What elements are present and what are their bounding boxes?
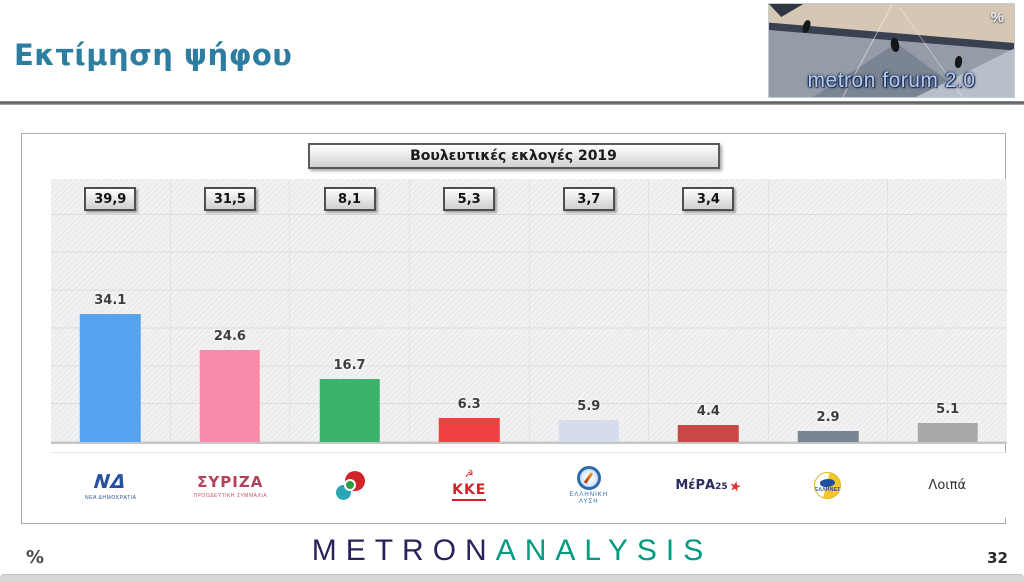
election-2019-value-box: 8,1 (323, 187, 376, 211)
syriza-caption: ΠΡΟΟΔΕΥΤΙΚΗ ΣΥΜΜΑΧΙΑ (193, 492, 268, 499)
bar-1 (80, 313, 141, 442)
bar-value-label: 4.4 (696, 404, 720, 420)
bar-value-label: 6.3 (457, 397, 481, 413)
bar-value-label: 24.6 (213, 328, 246, 344)
bar-5 (558, 419, 620, 442)
elliniki-lysi-caption: ΕΛΛΗΝΙΚΗ ΛΥΣΗ (569, 492, 608, 506)
brand-metron: METRON (311, 534, 496, 567)
compass-needle (584, 471, 594, 484)
page-title: Εκτίμηση ψήφου (14, 38, 293, 72)
bar-value-label: 2.9 (816, 410, 840, 426)
party-logo-ellines: ΕΛΛΗΝΕΣ (768, 453, 888, 518)
page-number: 32 (987, 549, 1008, 567)
chart-column-4: 5,3 6.3 (410, 179, 530, 442)
party-logo-nea-dimokratia: ΝΔ ΝΕΑ ΔΗΜΟΚΡΑΤΙΑ (51, 453, 171, 518)
bar-2 (199, 349, 261, 442)
bottom-edge-strip (0, 574, 1024, 581)
party-logos-row: ΝΔ ΝΕΑ ΔΗΜΟΚΡΑΤΙΑ ΣΥΡΙΖΑ ΠΡΟΟΔΕΥΤΙΚΗ ΣΥΜ… (51, 452, 1007, 518)
ellines-label: ΕΛΛΗΝΕΣ (814, 486, 841, 493)
footer-percent-icon: % (26, 547, 45, 568)
election-2019-value-box: 39,9 (84, 187, 137, 211)
chart-column-1: 39,9 34.1 (51, 179, 171, 442)
party-logo-mera25: ΜέΡΑ 25 ★ (649, 453, 769, 518)
bar-chart: 39,9 34.1 31,5 24.6 8,1 16.7 5,3 6.3 3,7 5.9 3,4 4.… (51, 179, 1007, 444)
mera25-label-sub: 25 (715, 482, 728, 492)
kke-logo-text: ΚΚΕ (452, 482, 487, 501)
elliniki-lysi-caption-line1: ΕΛΛΗΝΙΚΗ (569, 491, 609, 498)
party-logo-syriza: ΣΥΡΙΖΑ ΠΡΟΟΔΕΥΤΙΚΗ ΣΥΜΜΑΧΙΑ (171, 453, 291, 518)
mera25-logo-text: ΜέΡΑ 25 ★ (675, 477, 743, 497)
bar-3 (319, 379, 380, 442)
chart-column-8: 5.1 (888, 179, 1007, 442)
chart-column-6: 3,4 4.4 (649, 179, 769, 442)
syriza-logo-icon: ΣΥΡΙΖΑ (197, 472, 264, 491)
nd-caption: ΝΕΑ ΔΗΜΟΚΡΑΤΙΑ (84, 494, 137, 501)
chart-card: Βουλευτικές εκλογές 2019 39,9 34.1 31,5 24.… (21, 133, 1007, 524)
bar-7 (797, 431, 859, 442)
percent-icon: % (990, 9, 1004, 26)
compass-icon (576, 465, 601, 490)
party-logo-elliniki-lysi: ΕΛΛΗΝΙΚΗ ΛΥΣΗ (529, 453, 649, 518)
rose-green-center (343, 478, 356, 491)
header-divider (0, 101, 1024, 105)
bar-value-label: 5.9 (577, 398, 601, 414)
hammer-sickle-icon: ☭ (464, 469, 474, 480)
star-icon: ★ (727, 477, 743, 497)
brand-analysis: ANALYSIS (495, 534, 713, 567)
election-2019-value-box: 3,7 (562, 187, 615, 211)
bar-value-label: 34.1 (94, 292, 127, 308)
bar-4 (438, 418, 500, 442)
election-2019-value-box: 5,3 (443, 187, 496, 211)
bar-value-label: 5.1 (936, 401, 960, 417)
ellines-logo-icon: ΕΛΛΗΝΕΣ (814, 472, 842, 499)
slide-header: Εκτίμηση ψήφου (0, 0, 1024, 101)
chart-column-5: 3,7 5.9 (530, 179, 650, 442)
bar-value-label: 16.7 (333, 358, 366, 374)
mera25-label: ΜέΡΑ (675, 478, 716, 493)
party-logo-kke: ☭ ΚΚΕ (410, 453, 530, 518)
chart-column-3: 8,1 16.7 (290, 179, 410, 442)
metron-analysis-brand: METRONANALYSIS (0, 534, 1024, 568)
election-2019-banner-label: Βουλευτικές εκλογές 2019 (410, 148, 617, 164)
election-2019-value-box: 31,5 (203, 187, 256, 211)
nd-logo-icon: ΝΔ (93, 470, 129, 493)
party-logo-pasok-kinal (290, 453, 410, 518)
bar-8 (917, 422, 978, 442)
party-label-loipa: Λοιπά (888, 453, 1008, 518)
elliniki-lysi-caption-line2: ΛΥΣΗ (578, 498, 599, 505)
bar-6 (678, 425, 739, 442)
pasok-rose-icon (335, 470, 365, 501)
chart-column-2: 31,5 24.6 (171, 179, 291, 442)
election-2019-value-box: 3,4 (682, 187, 735, 211)
chart-column-7: 2.9 (769, 179, 889, 442)
election-2019-banner: Βουλευτικές εκλογές 2019 (307, 143, 720, 169)
photo-person (954, 55, 963, 69)
metron-forum-logo: % metron forum 2.0 (768, 3, 1015, 98)
metron-forum-caption: metron forum 2.0 (807, 69, 976, 92)
loipa-label: Λοιπά (928, 478, 967, 493)
